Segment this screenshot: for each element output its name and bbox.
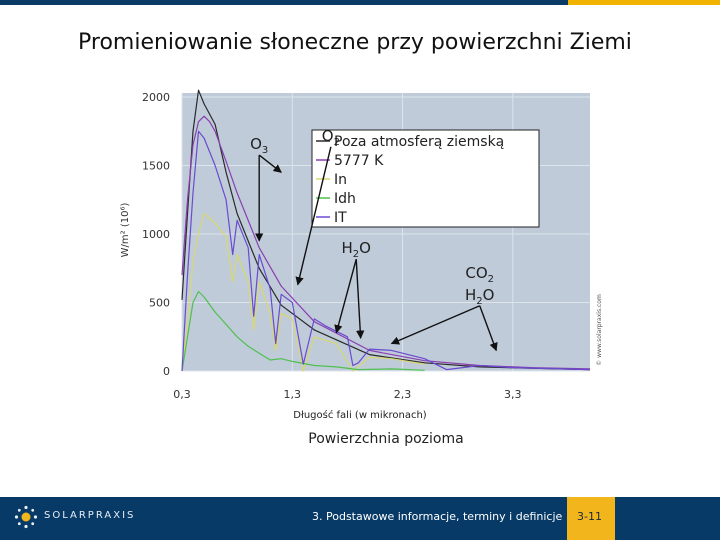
legend-entry: 5777 K — [334, 153, 384, 169]
page-number-box — [567, 497, 615, 540]
absorption-label: H2O — [465, 286, 494, 307]
x-tick-label: 2,3 — [394, 388, 412, 401]
absorption-label: CO2 — [465, 264, 494, 285]
absorption-label: H2O — [341, 239, 370, 260]
footer-section-title: 3. Podstawowe informacje, terminy i defi… — [312, 510, 563, 523]
watermark: © www.solarpraxis.com — [596, 294, 603, 366]
x-axis-label: Długość fali (w mikronach) — [293, 410, 427, 421]
x-tick-label: 3,3 — [504, 388, 522, 401]
page-number: 3-11 — [577, 510, 602, 523]
x-tick-label: 1,3 — [284, 388, 302, 401]
y-tick-label: 1500 — [142, 160, 170, 173]
annotation-arrow — [258, 154, 282, 173]
y-tick-label: 1000 — [142, 228, 170, 241]
y-tick-label: 2000 — [142, 91, 170, 104]
annotation-arrow — [355, 259, 365, 339]
series-line — [181, 115, 591, 370]
top-bar-accent — [568, 0, 720, 5]
legend-entry: In — [334, 172, 347, 188]
legend-entry: IT — [334, 210, 347, 226]
absorption-label: O3 — [250, 135, 268, 156]
legend-entry: Poza atmosferą ziemską — [334, 134, 504, 150]
subcaption: Powierzchnia pozioma — [308, 431, 464, 447]
legend-entry: Idh — [334, 191, 356, 207]
series-line — [181, 130, 591, 372]
legend-box — [311, 129, 540, 228]
y-tick-label: 500 — [149, 297, 170, 310]
annotation-arrow — [295, 146, 332, 286]
annotation-arrow — [334, 258, 357, 334]
annotation-arrow — [390, 305, 481, 345]
top-bar — [0, 0, 720, 5]
annotation-arrow — [479, 305, 498, 352]
series-line — [181, 212, 425, 372]
absorption-label: O2 — [322, 127, 340, 148]
series-line — [181, 290, 425, 372]
y-axis-label: W/m² (10⁶) — [120, 203, 131, 258]
series-line — [181, 89, 591, 371]
sun-logo-icon — [14, 505, 38, 529]
brand-name: SOLARPRAXIS — [44, 510, 136, 521]
spectrum-chart: 0 500 1000 1500 2000 0,3 1,3 2,3 3,3 W/m² (10⁶) © … — [120, 89, 603, 401]
slide-title: Promieniowanie słoneczne przy powierzchn… — [78, 30, 632, 55]
x-tick-label: 0,3 — [173, 388, 191, 401]
y-tick-label: 0 — [163, 365, 170, 378]
